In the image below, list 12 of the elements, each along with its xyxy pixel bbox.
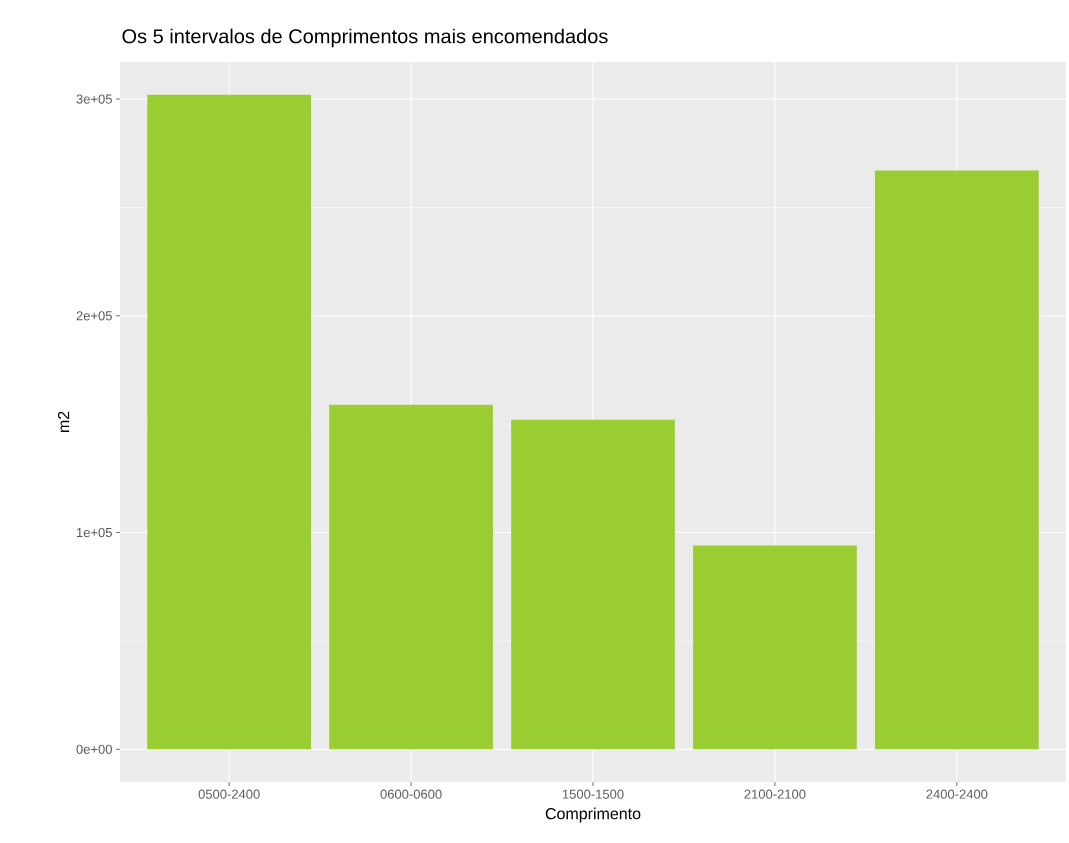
x-tick-label: 0600-0600 (380, 789, 442, 799)
x-tick-label: 2400-2400 (926, 789, 988, 799)
x-tick-label: 1500-1500 (562, 789, 624, 799)
y-axis-title: m2 (57, 411, 70, 433)
x-axis-title: Comprimento (545, 807, 641, 823)
x-tick-label: 2100-2100 (744, 789, 806, 799)
y-tick-label: 1e+05 (76, 527, 112, 538)
y-tick-label: 2e+05 (76, 311, 112, 321)
chart-title: Os 5 intervalos de Comprimentos mais encomendados (122, 28, 608, 48)
x-tick-label: 0500-2400 (198, 789, 260, 799)
y-tick-label: 0e+00 (76, 744, 112, 754)
y-tick-label: 3e+05 (76, 94, 112, 104)
